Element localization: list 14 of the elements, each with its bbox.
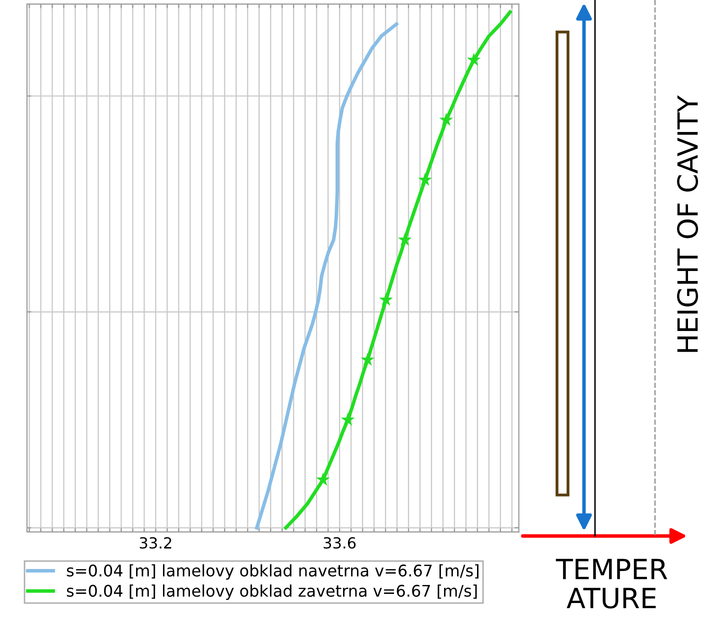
text: TEMPER ATURE: [556, 558, 668, 609]
text: HEIGHT OF CAVITY: [677, 95, 698, 352]
legend-label: s=0.04 [m] lamelovy obklad zavetrna v=6.67 [m/s]: [66, 584, 477, 600]
point: [398, 232, 412, 246]
point: [466, 52, 481, 66]
point: [360, 352, 375, 366]
point: [316, 472, 330, 486]
legend-label: s=0.04 [m] lamelovy obklad navetrna v=6.67 [m/s]: [66, 564, 478, 580]
point: [379, 292, 393, 306]
x-tick-label: 33.6: [324, 537, 356, 549]
point: [340, 412, 355, 426]
point: [418, 172, 432, 186]
x-tick-label: 33.2: [140, 537, 172, 549]
point: [439, 112, 454, 126]
